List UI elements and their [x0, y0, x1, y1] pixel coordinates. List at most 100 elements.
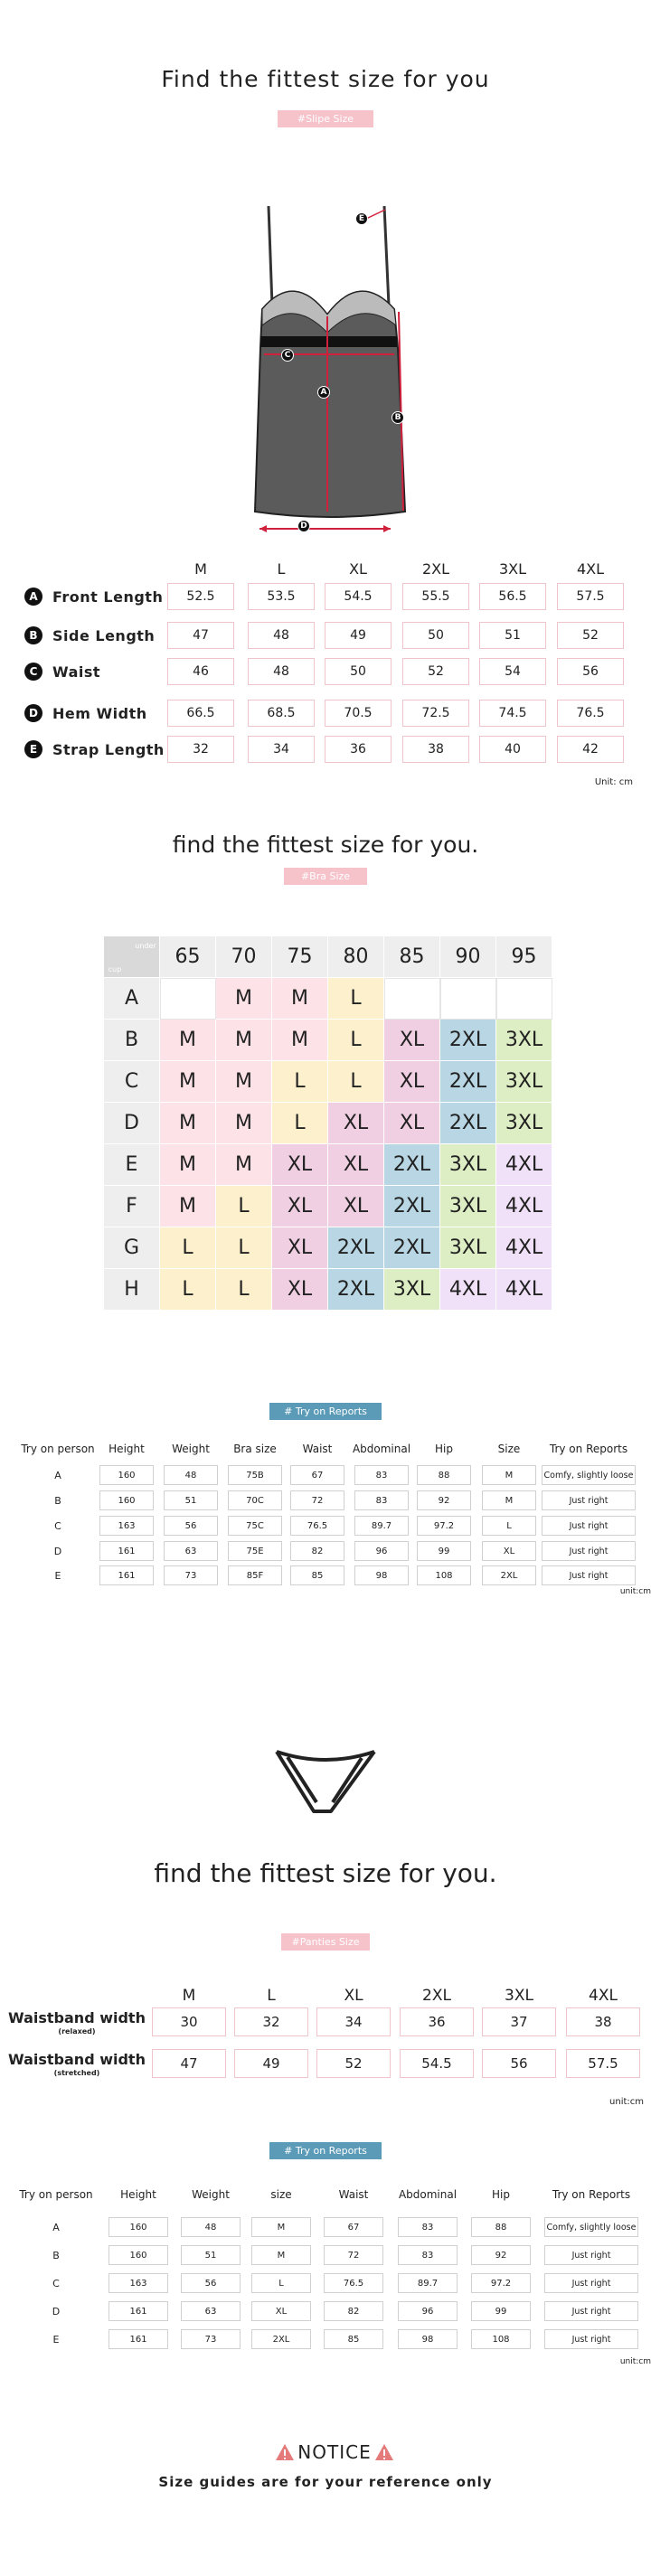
table-header: Bra size: [233, 1443, 277, 1455]
size-cell: XL: [272, 1186, 328, 1227]
size-cell: 2XL: [384, 1144, 440, 1186]
cell: 47: [152, 2049, 226, 2078]
size-cell: 4XL: [496, 1227, 552, 1269]
size-cell: 2XL: [440, 1103, 496, 1144]
cell: 34: [316, 2007, 391, 2036]
diagram-marker: D: [297, 520, 310, 532]
size-header: M: [194, 559, 207, 578]
table-cell: 97.2: [417, 1516, 471, 1536]
size-cell: XL: [272, 1227, 328, 1269]
table-cell: 72: [290, 1490, 344, 1510]
table-cell: 92: [471, 2245, 531, 2265]
cell: 50: [402, 622, 469, 649]
cell: 56: [482, 2049, 556, 2078]
size-cell: 2XL: [328, 1269, 384, 1311]
table-cell: 160: [108, 2217, 168, 2237]
table-header: Hip: [435, 1443, 453, 1455]
title: find the fittest size for you.: [154, 1857, 497, 1888]
size-cell: M: [216, 978, 272, 1020]
size-cell: L: [216, 1227, 272, 1269]
cell: 52: [402, 658, 469, 685]
tag: #Panties Size: [281, 1932, 370, 1951]
cell: 74.5: [479, 700, 546, 727]
table-cell: 161: [108, 2329, 168, 2349]
table-cell: 160: [108, 2245, 168, 2265]
band-header: 75: [272, 936, 328, 978]
size-cell: 3XL: [384, 1269, 440, 1311]
band-header: 85: [384, 936, 440, 978]
band-header: 80: [328, 936, 384, 978]
cell: 49: [325, 622, 392, 649]
size-cell: L: [160, 1227, 216, 1269]
size-header: 2XL: [421, 559, 450, 578]
diagram-marker: B: [392, 411, 404, 424]
marker: C: [24, 663, 42, 681]
table-cell: 85: [290, 1565, 344, 1585]
table-cell: 75B: [228, 1465, 282, 1485]
cell: 76.5: [557, 700, 624, 727]
size-cell: L: [216, 1269, 272, 1311]
cell: 42: [557, 736, 624, 763]
table-cell: M: [251, 2245, 311, 2265]
table-cell: L: [482, 1516, 536, 1536]
table-cell: XL: [482, 1541, 536, 1561]
cell: 40: [479, 736, 546, 763]
size-cell: M: [272, 1020, 328, 1061]
table-header: Hip: [492, 2188, 510, 2201]
table-cell: 70C: [228, 1490, 282, 1510]
table-cell: 2XL: [251, 2329, 311, 2349]
table-cell: 108: [471, 2329, 531, 2349]
size-cell: L: [272, 1061, 328, 1103]
notice-icons: [276, 2444, 393, 2460]
person: E: [52, 2333, 60, 2346]
cell: 70.5: [325, 700, 392, 727]
cell: 51: [479, 622, 546, 649]
table-header: Try on Reports: [552, 2188, 631, 2201]
cell: 48: [248, 622, 315, 649]
table-header: Abdominal: [398, 2188, 458, 2201]
size-cell: 2XL: [328, 1227, 384, 1269]
cell: 30: [152, 2007, 226, 2036]
table-cell: 83: [354, 1465, 409, 1485]
size-cell: 4XL: [496, 1144, 552, 1186]
table-cell: 161: [99, 1541, 154, 1561]
size-cell: M: [160, 1186, 216, 1227]
panty-illustration: [275, 1750, 376, 1813]
table-header: Size: [497, 1443, 521, 1455]
tag: # Try on Reports: [269, 1402, 382, 1420]
cell: 46: [167, 658, 234, 685]
size-cell: M: [216, 1144, 272, 1186]
title: Find the fittest size for you: [161, 65, 490, 92]
table-cell: Just right: [544, 2301, 638, 2321]
table-cell: 92: [417, 1490, 471, 1510]
table-cell: Just right: [542, 1541, 636, 1561]
size-cell: 3XL: [440, 1144, 496, 1186]
size-header: XL: [349, 559, 367, 578]
size-cell: XL: [384, 1061, 440, 1103]
table-cell: Just right: [544, 2273, 638, 2293]
table-header: Try on Reports: [549, 1443, 628, 1455]
person: C: [52, 2277, 60, 2289]
table-cell: 88: [471, 2217, 531, 2237]
band-header: 70: [216, 936, 272, 978]
cell: 49: [234, 2049, 308, 2078]
title: find the fittest size for you.: [172, 831, 479, 858]
cell: 52.5: [167, 583, 234, 610]
cell: 34: [248, 736, 315, 763]
table-header: Try on person: [21, 1443, 95, 1455]
tag: # Try on Reports: [269, 2141, 382, 2159]
marker: D: [24, 704, 42, 722]
table-header: size: [270, 2188, 292, 2201]
size-cell: XL: [272, 1269, 328, 1311]
table-cell: Just right: [542, 1516, 636, 1536]
size-cell: 3XL: [440, 1186, 496, 1227]
table-cell: 83: [398, 2245, 458, 2265]
table-cell: 88: [417, 1465, 471, 1485]
size-cell: M: [272, 978, 328, 1020]
size-cell: L: [160, 1269, 216, 1311]
band-header: 90: [440, 936, 496, 978]
row-label: Front Length: [52, 588, 164, 606]
table-cell: 63: [164, 1541, 218, 1561]
table-cell: 161: [99, 1565, 154, 1585]
